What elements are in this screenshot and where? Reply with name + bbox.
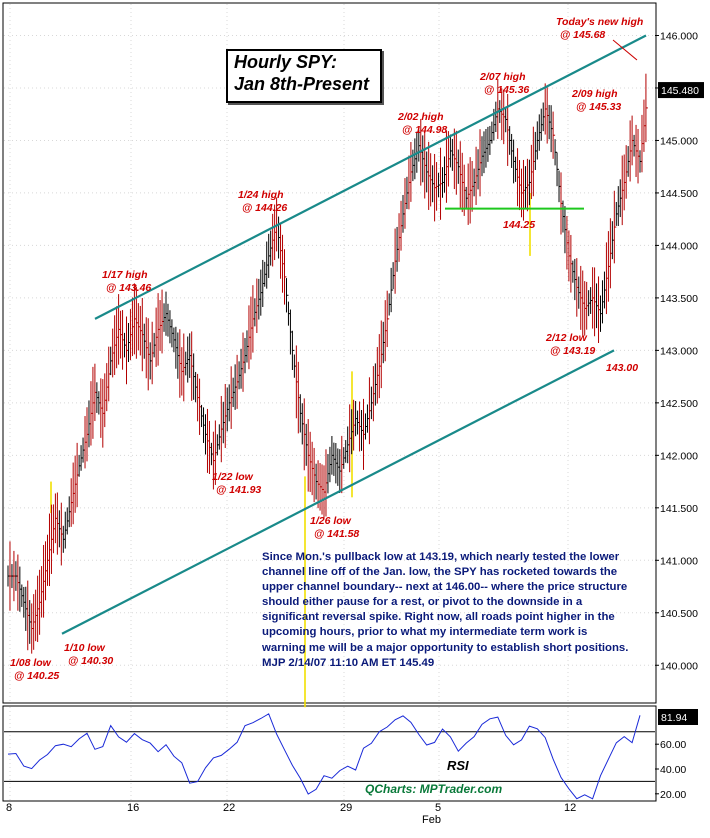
annotation-line1: 2/07 high (479, 71, 526, 83)
annotation-line2: @ 143.19 (550, 345, 595, 357)
annotation-line1: 144.25 (503, 219, 535, 231)
annotation-line2: @ 141.93 (216, 484, 261, 496)
price-tick-label: 141.500 (660, 503, 698, 515)
annotation-line1: 1/24 high (238, 189, 284, 201)
chart-title-line2: Jan 8th-Present (234, 74, 370, 94)
annotation-line1: 1/17 high (102, 269, 148, 281)
annotation-line1: 2/09 high (571, 88, 618, 100)
feb-month-label: Feb (422, 814, 441, 826)
rsi-tick-label: 20.00 (660, 789, 686, 801)
axis-layer: 140.000 140.500 141.000 141.500 142.000 142.5… (6, 30, 704, 814)
commentary-note: Since Mon.'s pullback low at 143.19, whi… (262, 550, 630, 671)
date-tick-label: 8 (6, 802, 12, 814)
date-tick-label: 5 (435, 802, 441, 814)
rsi-label: RSI (447, 758, 469, 773)
rsi-series-line (7, 713, 641, 800)
price-tick-label: 143.500 (660, 293, 698, 305)
annotation-line1: 1/08 low (10, 657, 52, 669)
annotation-line1: 1/22 low (212, 471, 254, 483)
rsi-last-box (658, 708, 698, 725)
price-tick-label: 145.000 (660, 135, 698, 147)
grid-layer (4, 4, 655, 800)
price-tick-label: 144.000 (660, 240, 698, 252)
annotation-line1: 1/10 low (64, 642, 106, 654)
price-layer (7, 73, 648, 708)
lower-channel-line (61, 349, 615, 635)
price-tick-label: 140.500 (660, 608, 698, 620)
rsi-layer: 20.00 40.00 60.00 81.94 (4, 708, 698, 801)
annotation-line2: @ 145.68 (560, 29, 605, 41)
annotation-line2: @ 140.25 (14, 670, 59, 682)
annotation-line2: @ 145.33 (576, 101, 621, 113)
date-tick-label: 29 (340, 802, 352, 814)
chart-title-box: Hourly SPY: Jan 8th-Present (226, 49, 382, 103)
price-tick-label: 141.000 (660, 555, 698, 567)
annotation-line2: @ 143.46 (106, 282, 151, 294)
annot-layer: 1/08 low@ 140.25 1/10 low@ 140.30 1/17 hig… (10, 16, 643, 682)
date-tick-label: 12 (564, 802, 576, 814)
price-tick-label: 140.000 (660, 660, 698, 672)
date-tick-label: 16 (127, 802, 139, 814)
price-tick-label: 143.000 (660, 345, 698, 357)
price-tick-label: 142.000 (660, 450, 698, 462)
annotation-line1: Today's new high (556, 16, 643, 28)
annotation-line2: @ 144.98 (402, 124, 447, 136)
annotation-line1: 1/26 low (310, 515, 352, 527)
price-tick-label: 146.000 (660, 30, 698, 42)
date-tick-label: 22 (223, 802, 235, 814)
price-tick-label: 142.500 (660, 398, 698, 410)
annotation-line2: @ 145.36 (484, 84, 529, 96)
annotation-line1: 143.00 (606, 362, 638, 374)
annotation-line2: @ 144.26 (242, 202, 287, 214)
channel-layer (61, 34, 647, 635)
annotation-line1: 2/02 high (397, 111, 444, 123)
rsi-tick-label: 40.00 (660, 764, 686, 776)
chart-title-line1: Hourly SPY: (234, 52, 338, 72)
last-price-box (658, 82, 704, 99)
rsi-last-label: 81.94 (661, 712, 687, 724)
watermark: QCharts: MPTrader.com (365, 782, 502, 796)
rsi-tick-label: 60.00 (660, 739, 686, 751)
commentary-signature: MJP 2/14/07 11:10 AM ET 145.49 (262, 656, 435, 669)
annotation-line2: @ 140.30 (68, 655, 113, 667)
price-tick-label: 144.500 (660, 188, 698, 200)
commentary-body: Since Mon.'s pullback low at 143.19, whi… (262, 551, 629, 654)
annotation-line1: 2/12 low (545, 332, 588, 344)
rsi-panel-frame (2, 705, 657, 802)
new-high-pointer (612, 39, 638, 61)
last-price-label: 145.480 (661, 85, 699, 97)
annotation-line2: @ 141.58 (314, 528, 359, 540)
upper-channel-line (94, 34, 647, 320)
